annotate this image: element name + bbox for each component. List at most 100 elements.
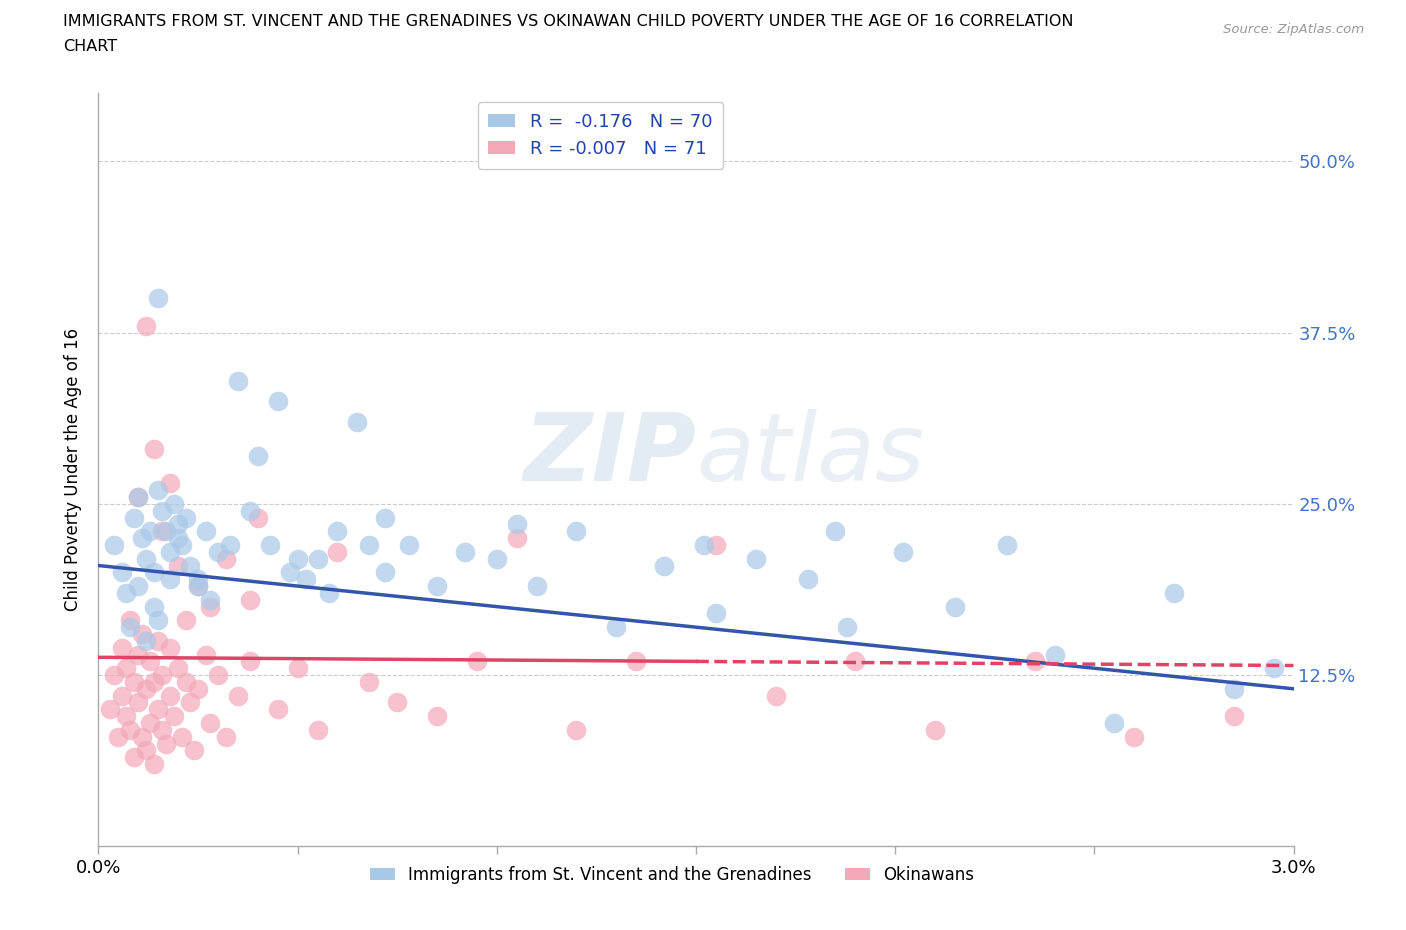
Point	[155, 524, 177, 538]
Point	[139, 715, 162, 730]
Point	[148, 483, 170, 498]
Point	[359, 674, 381, 689]
Point	[1223, 709, 1246, 724]
Point	[287, 661, 309, 676]
Point	[278, 565, 301, 579]
Point	[172, 538, 194, 552]
Point	[148, 291, 170, 306]
Text: Source: ZipAtlas.com: Source: ZipAtlas.com	[1223, 23, 1364, 36]
Point	[98, 702, 122, 717]
Point	[135, 682, 157, 697]
Point	[796, 572, 818, 587]
Point	[124, 674, 146, 689]
Point	[167, 531, 190, 546]
Point	[485, 551, 508, 566]
Point	[143, 565, 166, 579]
Point	[1043, 647, 1066, 662]
Point	[163, 709, 186, 724]
Text: IMMIGRANTS FROM ST. VINCENT AND THE GRENADINES VS OKINAWAN CHILD POVERTY UNDER T: IMMIGRANTS FROM ST. VINCENT AND THE GREN…	[63, 14, 1074, 29]
Point	[127, 647, 149, 662]
Point	[159, 544, 181, 559]
Point	[239, 592, 262, 607]
Point	[226, 688, 249, 703]
Point	[506, 517, 529, 532]
Point	[127, 695, 149, 710]
Point	[111, 688, 134, 703]
Point	[605, 619, 627, 634]
Point	[127, 489, 149, 504]
Point	[844, 654, 866, 669]
Y-axis label: Child Poverty Under the Age of 16: Child Poverty Under the Age of 16	[65, 328, 83, 611]
Point	[267, 702, 290, 717]
Point	[326, 524, 349, 538]
Point	[195, 524, 218, 538]
Point	[167, 661, 190, 676]
Point	[995, 538, 1018, 552]
Point	[465, 654, 488, 669]
Point	[159, 688, 181, 703]
Point	[111, 640, 134, 655]
Point	[124, 511, 146, 525]
Text: ZIP: ZIP	[523, 408, 696, 500]
Point	[346, 414, 368, 429]
Point	[824, 524, 846, 538]
Point	[127, 578, 149, 593]
Point	[1123, 729, 1146, 744]
Point	[163, 497, 186, 512]
Point	[924, 723, 946, 737]
Point	[198, 599, 221, 614]
Point	[131, 627, 153, 642]
Point	[120, 723, 142, 737]
Legend: Immigrants from St. Vincent and the Grenadines, Okinawans: Immigrants from St. Vincent and the Gren…	[363, 859, 981, 891]
Point	[174, 613, 197, 628]
Point	[374, 565, 396, 579]
Point	[135, 551, 157, 566]
Point	[131, 729, 153, 744]
Point	[148, 633, 170, 648]
Point	[159, 572, 181, 587]
Point	[135, 743, 157, 758]
Point	[239, 503, 262, 518]
Point	[454, 544, 477, 559]
Point	[426, 578, 449, 593]
Point	[239, 654, 262, 669]
Point	[745, 551, 768, 566]
Point	[150, 524, 173, 538]
Point	[183, 743, 205, 758]
Point	[318, 586, 340, 601]
Point	[195, 647, 218, 662]
Point	[172, 729, 194, 744]
Point	[150, 723, 173, 737]
Point	[215, 729, 238, 744]
Point	[143, 757, 166, 772]
Point	[103, 668, 125, 683]
Point	[187, 572, 209, 587]
Point	[127, 489, 149, 504]
Point	[385, 695, 409, 710]
Point	[139, 654, 162, 669]
Point	[143, 674, 166, 689]
Point	[246, 448, 269, 463]
Point	[374, 511, 396, 525]
Point	[704, 538, 727, 552]
Point	[159, 476, 181, 491]
Point	[326, 544, 349, 559]
Point	[115, 709, 138, 724]
Point	[506, 531, 529, 546]
Point	[120, 619, 142, 634]
Point	[120, 613, 142, 628]
Point	[565, 723, 588, 737]
Point	[307, 551, 329, 566]
Point	[174, 674, 197, 689]
Point	[307, 723, 329, 737]
Point	[179, 695, 201, 710]
Point	[426, 709, 449, 724]
Point	[148, 702, 170, 717]
Point	[115, 661, 138, 676]
Point	[259, 538, 281, 552]
Point	[148, 613, 170, 628]
Point	[1163, 586, 1185, 601]
Point	[124, 750, 146, 764]
Point	[693, 538, 716, 552]
Point	[150, 668, 173, 683]
